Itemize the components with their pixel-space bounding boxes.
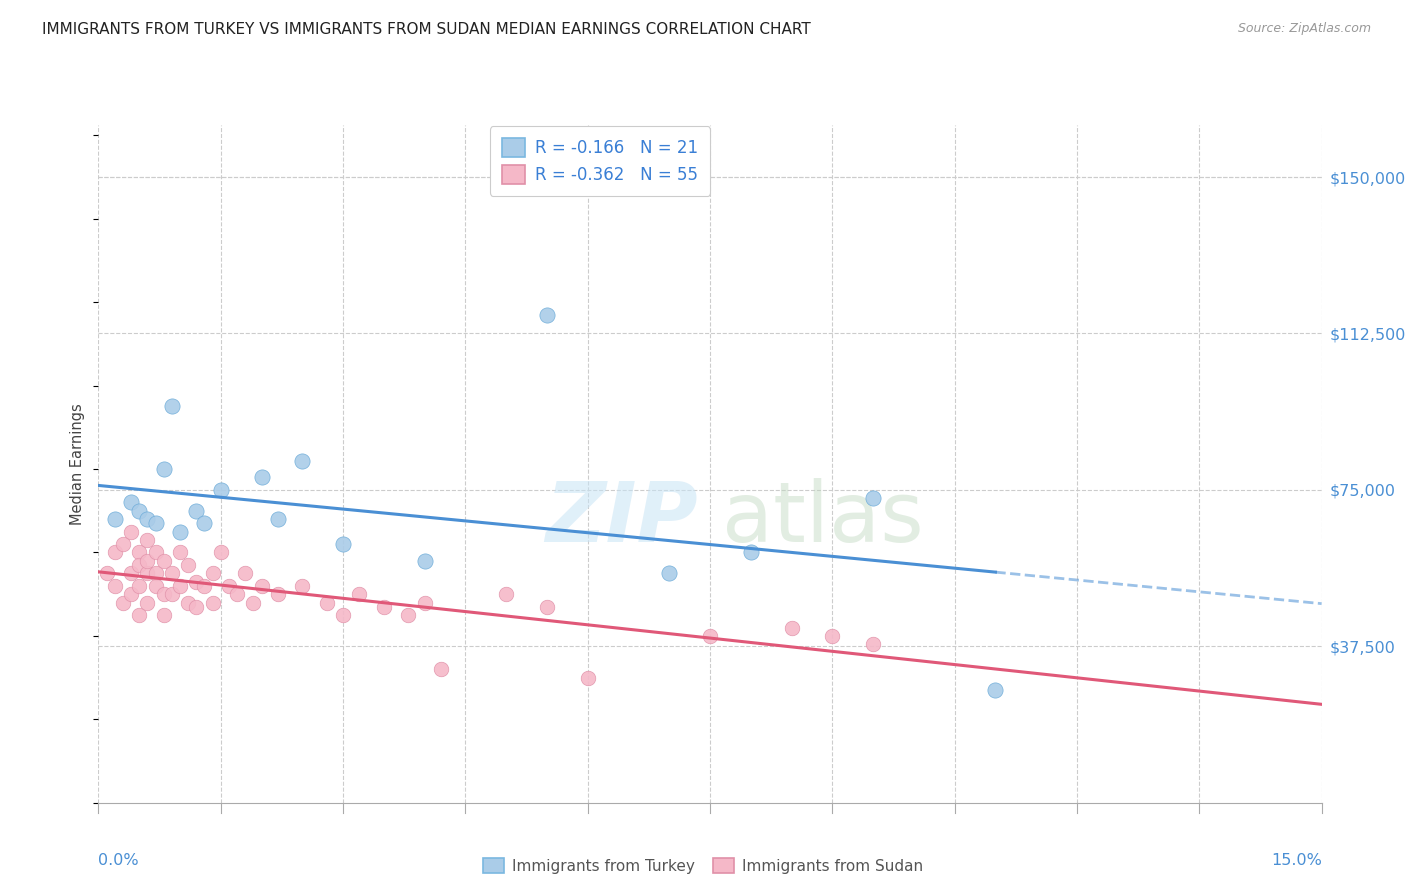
Point bbox=[250, 579, 273, 593]
Text: IMMIGRANTS FROM TURKEY VS IMMIGRANTS FROM SUDAN MEDIAN EARNINGS CORRELATION CHAR: IMMIGRANTS FROM TURKEY VS IMMIGRANTS FRO… bbox=[42, 22, 811, 37]
Point bbox=[576, 671, 599, 685]
Point bbox=[186, 599, 208, 614]
Point bbox=[430, 662, 453, 676]
Point bbox=[128, 558, 150, 572]
Point bbox=[104, 512, 127, 526]
Point bbox=[120, 566, 142, 581]
Point bbox=[120, 495, 142, 509]
Point bbox=[169, 524, 191, 539]
Point bbox=[169, 545, 191, 559]
Legend: R = -0.166   N = 21, R = -0.362   N = 55: R = -0.166 N = 21, R = -0.362 N = 55 bbox=[491, 127, 710, 195]
Point bbox=[120, 587, 142, 601]
Point bbox=[152, 554, 174, 568]
Point bbox=[209, 483, 232, 497]
Point bbox=[111, 537, 134, 551]
Point bbox=[495, 587, 517, 601]
Point bbox=[177, 596, 200, 610]
Point bbox=[145, 516, 167, 531]
Point bbox=[136, 512, 159, 526]
Point bbox=[862, 637, 884, 651]
Point bbox=[218, 579, 240, 593]
Point bbox=[128, 608, 150, 623]
Point bbox=[152, 587, 174, 601]
Point bbox=[128, 545, 150, 559]
Point bbox=[332, 608, 354, 623]
Point bbox=[226, 587, 249, 601]
Point bbox=[267, 512, 290, 526]
Point bbox=[160, 587, 183, 601]
Point bbox=[536, 599, 558, 614]
Point bbox=[267, 587, 290, 601]
Point bbox=[111, 596, 134, 610]
Point bbox=[396, 608, 419, 623]
Point bbox=[160, 566, 183, 581]
Point bbox=[332, 537, 354, 551]
Point bbox=[413, 596, 436, 610]
Point bbox=[242, 596, 264, 610]
Point bbox=[780, 621, 803, 635]
Point bbox=[169, 579, 191, 593]
Point bbox=[136, 566, 159, 581]
Point bbox=[740, 545, 762, 559]
Y-axis label: Median Earnings: Median Earnings bbox=[70, 403, 86, 524]
Text: atlas: atlas bbox=[723, 477, 924, 558]
Point bbox=[413, 554, 436, 568]
Point bbox=[821, 629, 844, 643]
Point bbox=[186, 504, 208, 518]
Legend: Immigrants from Turkey, Immigrants from Sudan: Immigrants from Turkey, Immigrants from … bbox=[477, 852, 929, 880]
Point bbox=[201, 596, 224, 610]
Text: 15.0%: 15.0% bbox=[1271, 853, 1322, 868]
Point bbox=[145, 545, 167, 559]
Point bbox=[250, 470, 273, 484]
Point bbox=[862, 491, 884, 506]
Point bbox=[104, 579, 127, 593]
Point bbox=[291, 579, 314, 593]
Point bbox=[193, 579, 215, 593]
Point bbox=[136, 533, 159, 547]
Point bbox=[699, 629, 721, 643]
Point bbox=[373, 599, 395, 614]
Point bbox=[177, 558, 200, 572]
Point bbox=[152, 462, 174, 476]
Point bbox=[136, 596, 159, 610]
Point bbox=[120, 524, 142, 539]
Point bbox=[984, 683, 1007, 698]
Point bbox=[160, 400, 183, 414]
Point bbox=[209, 545, 232, 559]
Point bbox=[349, 587, 371, 601]
Point bbox=[658, 566, 681, 581]
Text: Source: ZipAtlas.com: Source: ZipAtlas.com bbox=[1237, 22, 1371, 36]
Point bbox=[536, 308, 558, 322]
Point bbox=[145, 579, 167, 593]
Text: 0.0%: 0.0% bbox=[98, 853, 139, 868]
Point bbox=[128, 504, 150, 518]
Point bbox=[128, 579, 150, 593]
Text: ZIP: ZIP bbox=[546, 477, 697, 558]
Point bbox=[201, 566, 224, 581]
Point bbox=[291, 453, 314, 467]
Point bbox=[186, 574, 208, 589]
Point bbox=[233, 566, 256, 581]
Point bbox=[136, 554, 159, 568]
Point bbox=[96, 566, 118, 581]
Point bbox=[152, 608, 174, 623]
Point bbox=[193, 516, 215, 531]
Point bbox=[315, 596, 337, 610]
Point bbox=[104, 545, 127, 559]
Point bbox=[145, 566, 167, 581]
